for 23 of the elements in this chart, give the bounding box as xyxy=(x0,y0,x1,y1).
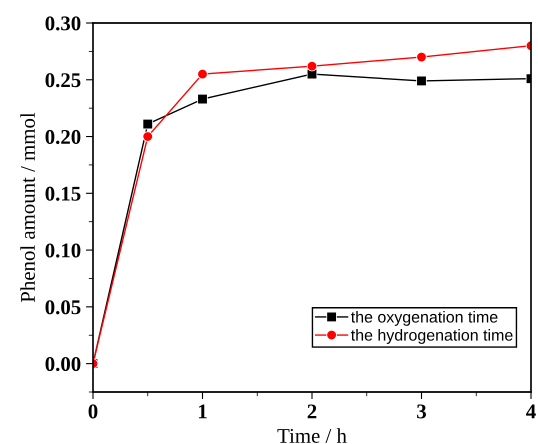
y-tick-label: 0.20 xyxy=(46,130,80,144)
point xyxy=(142,131,154,142)
y-tick-label: 0.25 xyxy=(46,73,80,88)
y-tick-label: 0.00 xyxy=(46,356,80,372)
x-tick-label: 4 xyxy=(526,404,536,418)
y-axis-title: Phenol amount / mmol xyxy=(20,112,35,302)
y-tick-label: 0.30 xyxy=(46,16,80,31)
point xyxy=(306,60,318,72)
legend-label: the hydrogenation time xyxy=(351,329,513,344)
y-tick-label: 0.15 xyxy=(46,186,80,201)
x-tick-label: 0 xyxy=(88,404,98,418)
point xyxy=(197,68,208,80)
point xyxy=(416,52,427,62)
x-tick-label: 1 xyxy=(198,404,207,418)
x-tick-label: 2 xyxy=(308,404,316,418)
legend-label: the oxygenation time xyxy=(351,310,498,326)
y-tick-label: 0.05 xyxy=(46,300,80,314)
point xyxy=(197,94,208,104)
y-tick-label: 0.10 xyxy=(46,243,80,258)
point xyxy=(142,118,154,130)
x-axis-title: Time / h xyxy=(277,428,347,443)
point xyxy=(416,76,427,86)
x-tick-label: 3 xyxy=(417,404,426,418)
